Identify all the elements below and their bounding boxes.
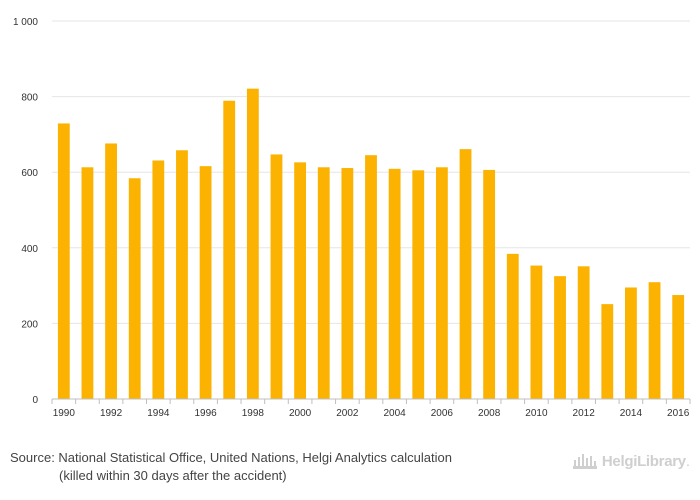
bar-2015 [648, 282, 661, 399]
bar-2006 [435, 167, 448, 399]
y-tick-label-0: 0 [32, 395, 38, 406]
source-line-2: (killed within 30 days after the acciden… [59, 468, 287, 483]
bar-2007 [459, 149, 472, 399]
y-tick-label-1000: 1 000 [13, 17, 38, 28]
bar-1999 [270, 154, 283, 399]
x-tick-label-2000: 2000 [289, 408, 312, 419]
bar-1993 [128, 178, 141, 399]
bar-2011 [554, 276, 566, 399]
bar-2001 [317, 167, 330, 399]
bar-2008 [483, 169, 496, 399]
y-axis-tick-labels: 0 200 400 600 800 1 000 [13, 17, 38, 406]
y-tick-label-600: 600 [21, 168, 38, 179]
y-tick-label-400: 400 [21, 244, 38, 255]
x-tick-label-2006: 2006 [431, 408, 454, 419]
brand-suffix: . [685, 452, 690, 470]
x-tick-label-2002: 2002 [336, 408, 359, 419]
bar-1990 [57, 123, 70, 400]
library-icon [572, 454, 597, 469]
source-note: Source: National Statistical Office, Uni… [10, 449, 452, 485]
bar-2000 [294, 162, 307, 399]
bar-1994 [152, 160, 165, 399]
x-tick-label-2004: 2004 [384, 408, 407, 419]
x-tick-label-2012: 2012 [573, 408, 596, 419]
bar-2005 [412, 170, 425, 399]
bar-2002 [341, 168, 354, 399]
brand-name: HelgiLibrary [601, 452, 686, 470]
y-tick-label-800: 800 [21, 93, 38, 104]
bar-2009 [506, 253, 519, 399]
x-tick-label-1994: 1994 [147, 408, 170, 419]
x-tick-label-2016: 2016 [667, 408, 690, 419]
bar-2012 [577, 266, 590, 399]
bar-2013 [601, 304, 614, 399]
bar-2016 [672, 295, 685, 399]
bar-1997 [223, 100, 236, 400]
bar-1996 [199, 166, 212, 399]
bar-1998 [246, 88, 259, 400]
x-tick-label-2010: 2010 [525, 408, 548, 419]
x-tick-label-2008: 2008 [478, 408, 501, 419]
bar-2004 [388, 168, 401, 399]
bar-2014 [625, 287, 637, 399]
x-tick-label-1992: 1992 [100, 408, 123, 419]
source-line-1: Source: National Statistical Office, Uni… [10, 450, 452, 465]
bar-chart: 0 200 400 600 800 1 000 1990 1992 1994 1996 1998 2… [13, 17, 691, 419]
x-tick-label-1996: 1996 [194, 408, 217, 419]
bar-2003 [365, 155, 377, 399]
x-tick-label-2014: 2014 [620, 408, 643, 419]
x-tick-label-1990: 1990 [53, 408, 76, 419]
brand-logo: HelgiLibrary. [572, 450, 690, 472]
x-tick-label-1998: 1998 [242, 408, 265, 419]
y-tick-label-200: 200 [21, 319, 38, 330]
bar-2010 [530, 265, 543, 399]
bars [57, 88, 685, 400]
bar-1992 [105, 143, 117, 399]
x-axis-ticks: 1990 1992 1994 1996 1998 2000 2002 2004 2006 2008… [51, 399, 691, 419]
bar-1991 [81, 167, 94, 399]
bar-1995 [176, 150, 188, 399]
